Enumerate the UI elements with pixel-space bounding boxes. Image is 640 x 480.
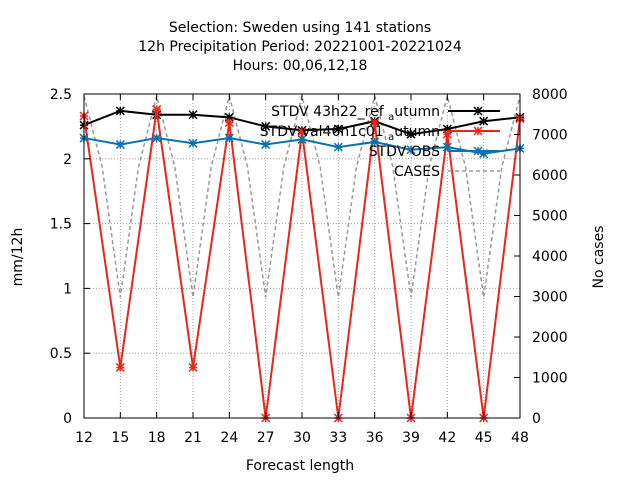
series-1-point-10 <box>442 129 452 139</box>
x-tick-label-0: 12 <box>75 430 93 446</box>
y2-tick-label-6: 6000 <box>532 168 568 184</box>
x-tick-label-12: 48 <box>511 430 529 446</box>
series-1-point-1 <box>115 362 125 372</box>
axes: 12 15 18 21 24 27 30 33 36 39 42 45 4800.511.522.501… <box>50 87 568 446</box>
series-2-point-7 <box>333 142 343 152</box>
y-tick-label-1: 0.5 <box>50 346 72 362</box>
x-tick-label-4: 24 <box>220 430 238 446</box>
series-2-point-8 <box>370 137 380 147</box>
x-tick-label-6: 30 <box>293 430 311 446</box>
y-tick-label-2: 1 <box>63 281 72 297</box>
y2-tick-label-7: 7000 <box>532 128 568 144</box>
series-2-point-1 <box>115 140 125 150</box>
x-tick-label-10: 42 <box>438 430 456 446</box>
y2-tick-label-5: 5000 <box>532 209 568 225</box>
series-0-point-10 <box>442 124 452 134</box>
x-tick-label-2: 18 <box>148 430 166 446</box>
series-0-point-4 <box>224 112 234 122</box>
series-0-point-5 <box>261 121 271 131</box>
series-1-point-2 <box>152 105 162 115</box>
series-0-point-1 <box>115 106 125 116</box>
chart-title: Selection: Sweden using 141 stations 12h… <box>138 20 462 74</box>
series-2-point-6 <box>297 134 307 144</box>
series-2-point-4 <box>224 133 234 143</box>
y2-tick-label-3: 3000 <box>532 290 568 306</box>
y2-axis-label: No cases <box>591 226 607 289</box>
series-1-point-8 <box>370 117 380 128</box>
x-tick-label-5: 27 <box>257 430 275 446</box>
y2-tick-label-8: 8000 <box>532 87 568 103</box>
series-0-point-3 <box>188 110 198 120</box>
y2-tick-label-2: 2000 <box>532 330 568 346</box>
series-1-line <box>83 109 521 419</box>
legend-label-1: STDV val46h1c01 autumn <box>260 124 440 143</box>
x-tick-label-11: 45 <box>475 430 493 446</box>
y2-tick-label-0: 0 <box>532 411 541 427</box>
legend-label-2: STDV OBS <box>369 144 440 160</box>
series-1-point-3 <box>188 362 198 372</box>
series-2-point-9 <box>406 145 416 155</box>
title-line-3: Hours: 00,06,12,18 <box>233 58 368 74</box>
legend-marker-0 <box>473 106 483 116</box>
legend-label-0: STDV 43h22_ref autumn <box>271 104 440 123</box>
series-0-point-11 <box>479 116 489 126</box>
x-tick-label-9: 39 <box>402 430 420 446</box>
y2-tick-label-1: 1000 <box>532 371 568 387</box>
x-tick-label-3: 21 <box>184 430 202 446</box>
series-2-point-2 <box>152 133 162 143</box>
series-2-point-10 <box>442 142 452 152</box>
y-tick-label-3: 1.5 <box>50 217 72 233</box>
y-axis-label: mm/12h <box>10 228 26 287</box>
x-axis-label: Forecast length <box>246 458 354 474</box>
x-tick-label-1: 15 <box>111 430 129 446</box>
series-0-point-9 <box>406 129 416 139</box>
legend-marker-2 <box>473 146 483 156</box>
series-0-point-7 <box>333 124 343 134</box>
y-tick-label-0: 0 <box>63 411 72 427</box>
series-1-point-4 <box>224 117 234 128</box>
title-line-1: Selection: Sweden using 141 stations <box>169 20 431 36</box>
title-line-2: 12h Precipitation Period: 20221001-20221… <box>138 39 462 55</box>
series-1 <box>79 105 525 423</box>
series-1-point-6 <box>297 127 307 137</box>
x-tick-label-8: 36 <box>366 430 384 446</box>
series-2-point-3 <box>188 138 198 148</box>
y-tick-label-4: 2 <box>63 152 72 168</box>
y-tick-label-5: 2.5 <box>50 87 72 103</box>
x-tick-label-7: 33 <box>329 430 347 446</box>
y2-tick-label-4: 4000 <box>532 249 568 265</box>
series-2-point-11 <box>479 149 489 159</box>
legend-marker-1 <box>473 126 483 136</box>
legend-label-3: CASES <box>394 164 440 180</box>
series-2-point-5 <box>261 140 271 150</box>
